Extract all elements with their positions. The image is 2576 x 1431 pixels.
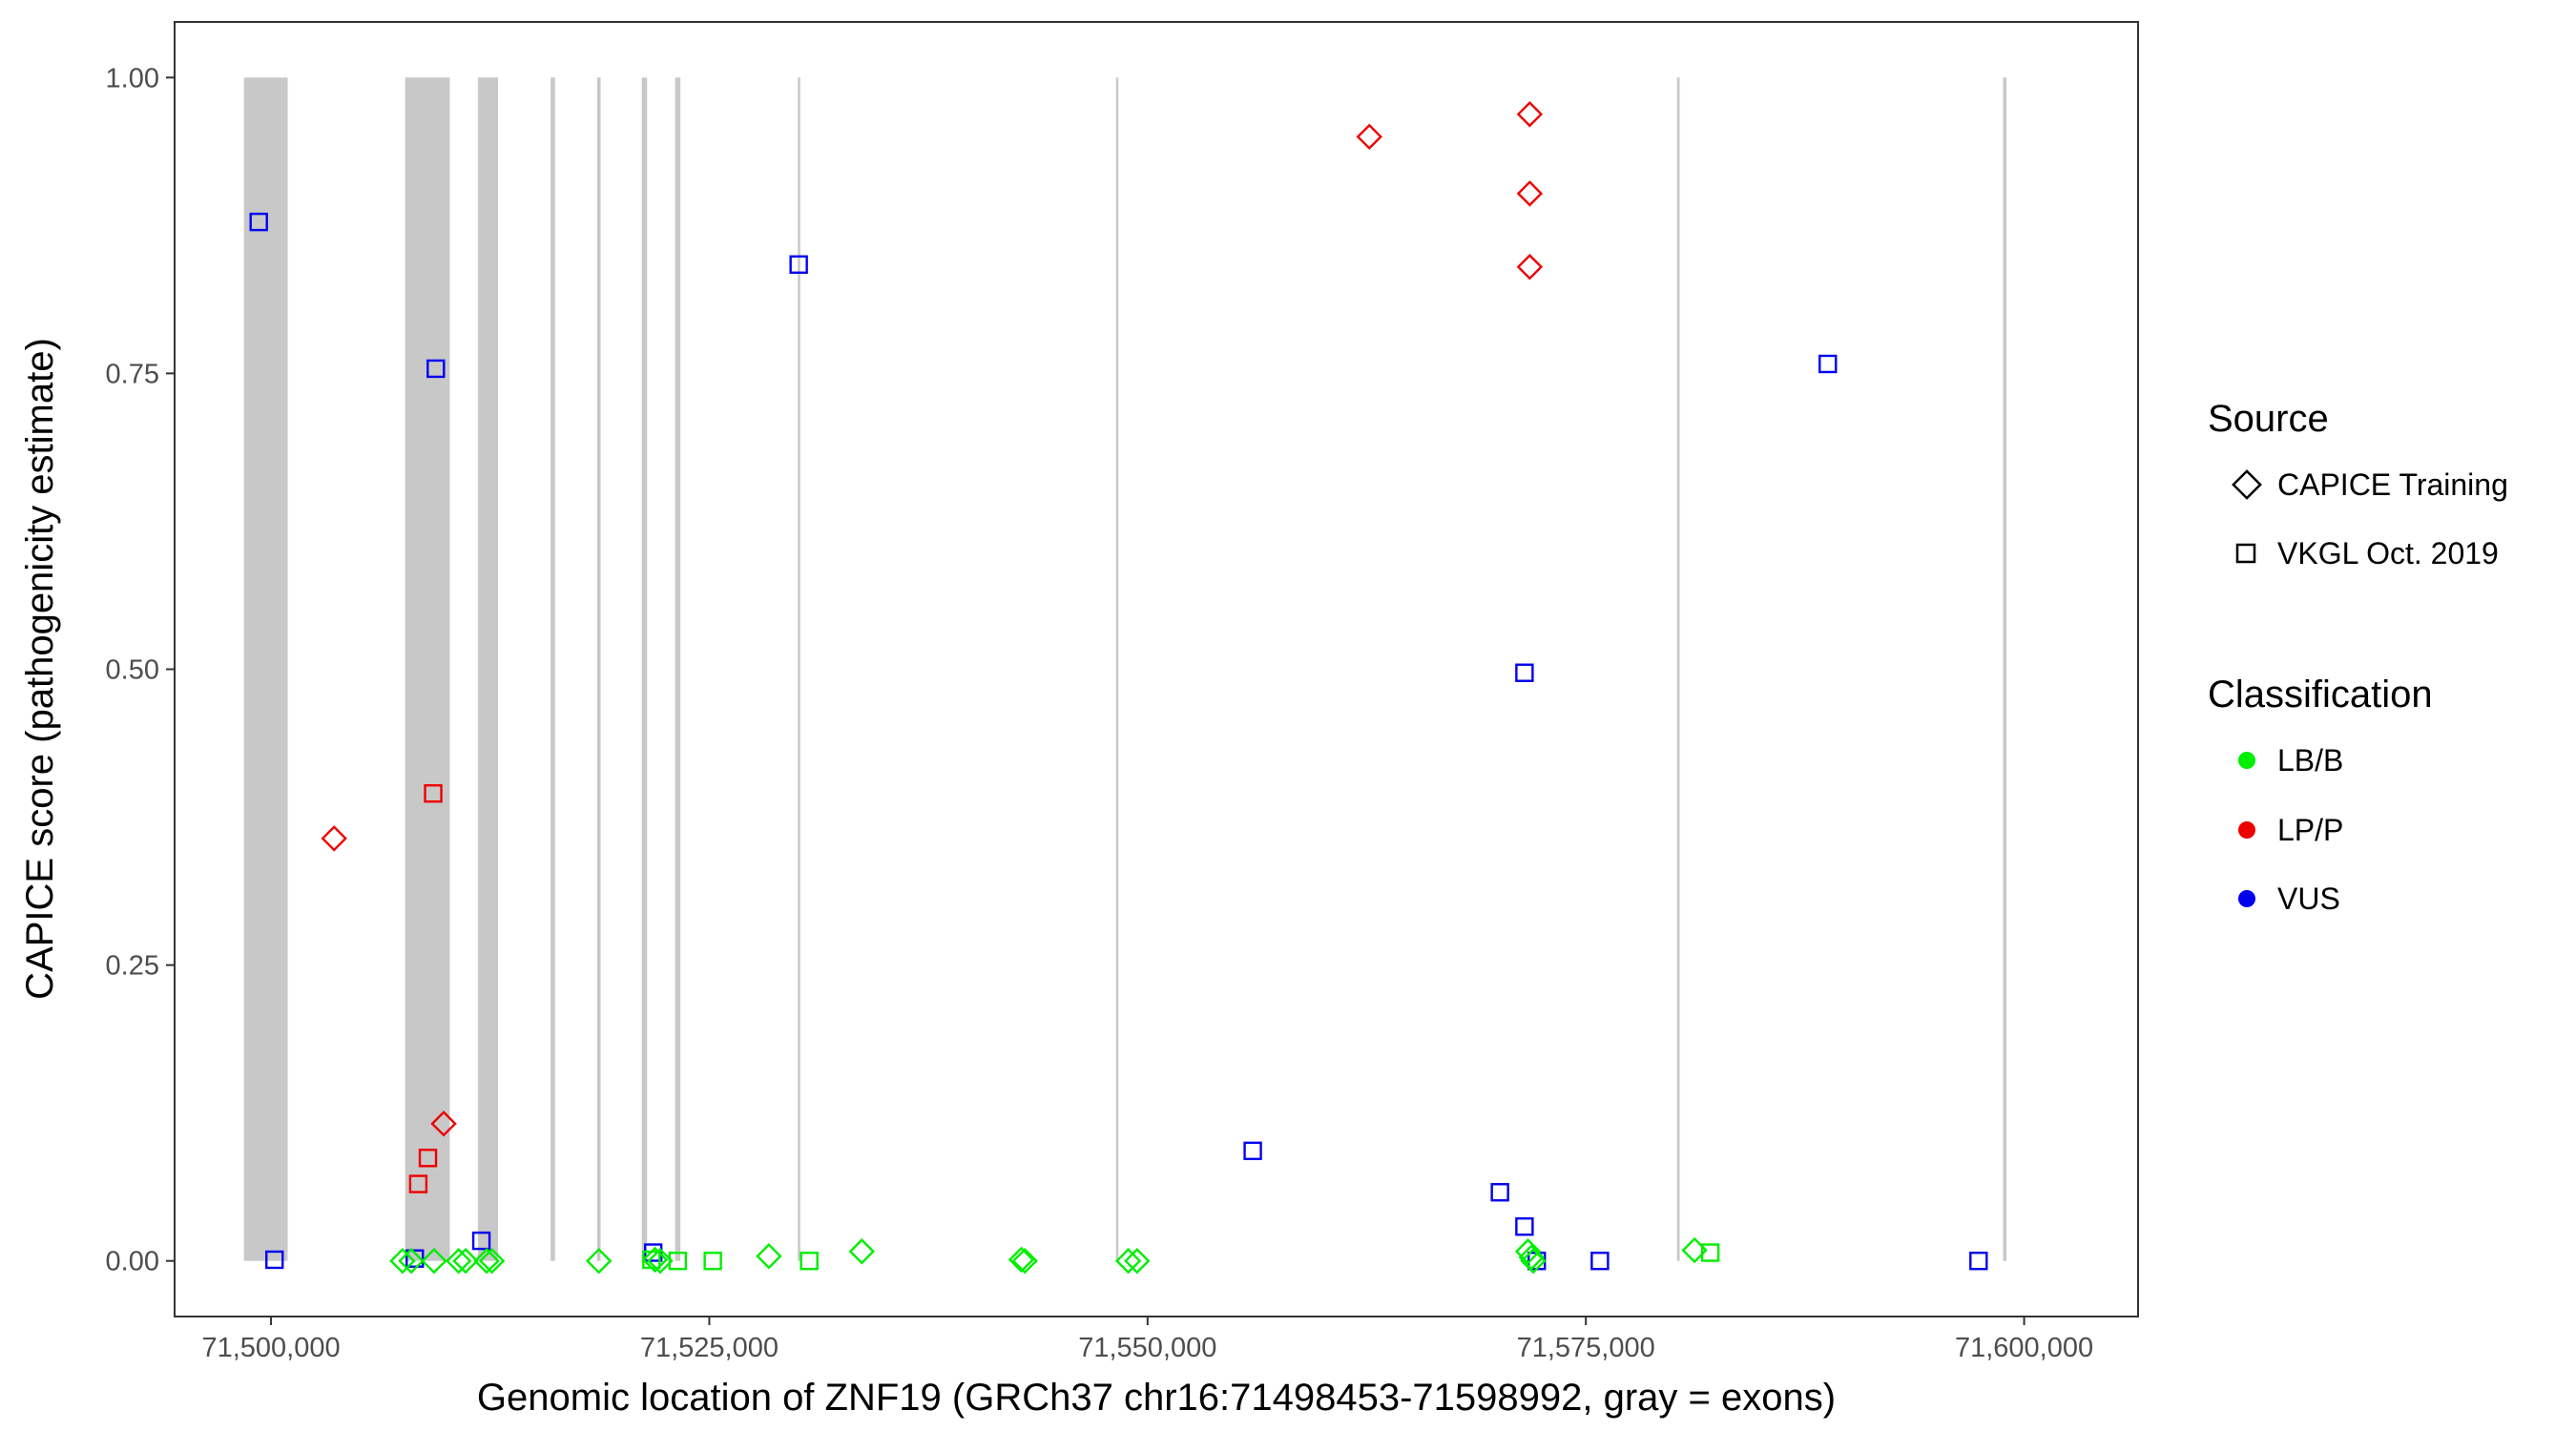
- exon-band: [1115, 77, 1119, 1261]
- exon-band: [551, 77, 555, 1261]
- y-axis-title: CAPICE score (pathogenicity estimate): [19, 338, 61, 1000]
- x-tick-label: 71,500,000: [201, 1333, 340, 1363]
- x-tick-label: 71,525,000: [640, 1333, 779, 1363]
- data-points: [249, 101, 1988, 1275]
- y-tick-label: 1.00: [106, 63, 159, 93]
- point-diamond: [1516, 101, 1544, 128]
- point-square: [265, 1250, 284, 1270]
- point-diamond: [1681, 1236, 1708, 1264]
- point-diamond: [585, 1247, 613, 1275]
- point-square: [418, 1149, 438, 1168]
- legend-key-vus: [2238, 890, 2255, 907]
- point-diamond: [1114, 1247, 1142, 1275]
- legend: Source CAPICE Training VKGL Oct. 2019 Cl…: [2208, 398, 2508, 916]
- y-tick-label: 0.75: [106, 359, 159, 389]
- point-diamond: [398, 1247, 425, 1275]
- exon-band: [477, 77, 499, 1261]
- point-diamond: [321, 825, 347, 852]
- point-square: [703, 1252, 722, 1271]
- x-tick-label: 71,550,000: [1078, 1333, 1216, 1363]
- point-diamond: [421, 1247, 447, 1275]
- point-diamond: [1356, 123, 1382, 151]
- point-diamond: [478, 1247, 506, 1275]
- legend-label-lpp: LP/P: [2277, 813, 2343, 847]
- exon-band: [405, 77, 450, 1261]
- point-square: [789, 255, 808, 274]
- point-square: [1590, 1252, 1610, 1271]
- legend-key-square: [2235, 543, 2256, 564]
- point-diamond: [430, 1110, 457, 1137]
- legend-label-capice-training: CAPICE Training: [2277, 467, 2508, 502]
- legend-label-vus: VUS: [2277, 881, 2340, 916]
- legend-title-classification: Classification: [2208, 674, 2433, 716]
- point-diamond: [848, 1238, 876, 1265]
- point-square: [1243, 1141, 1262, 1161]
- exon-band: [641, 77, 648, 1261]
- point-diamond: [1124, 1247, 1151, 1275]
- point-diamond: [1011, 1247, 1038, 1275]
- point-diamond: [1516, 180, 1544, 207]
- point-diamond: [473, 1247, 500, 1275]
- point-diamond: [1520, 1247, 1547, 1275]
- legend-key-lbb: [2238, 752, 2255, 769]
- point-diamond: [452, 1247, 479, 1275]
- point-diamond: [445, 1247, 472, 1275]
- point-square: [1818, 354, 1838, 374]
- exon-band: [798, 77, 800, 1261]
- point-square: [1969, 1252, 1988, 1271]
- legend-key-lpp: [2238, 821, 2255, 839]
- point-square: [1490, 1183, 1509, 1202]
- y-tick-label: 0.25: [106, 951, 159, 982]
- point-diamond: [1516, 254, 1544, 280]
- y-tick-label: 0.00: [106, 1247, 159, 1277]
- point-diamond: [647, 1247, 674, 1275]
- point-diamond: [389, 1247, 416, 1275]
- point-square: [1700, 1243, 1720, 1262]
- x-tick-label: 71,600,000: [1955, 1333, 2093, 1363]
- point-square: [668, 1252, 688, 1271]
- x-tick-label: 71,575,000: [1517, 1333, 1655, 1363]
- point-square: [426, 359, 446, 379]
- legend-key-diamond: [2232, 469, 2262, 500]
- point-square: [424, 784, 443, 803]
- exon-bands: [243, 77, 2007, 1261]
- point-square: [405, 1249, 425, 1268]
- plot-background: [175, 22, 2138, 1317]
- exon-band: [596, 77, 601, 1261]
- exon-band: [2003, 77, 2007, 1261]
- point-square: [408, 1174, 428, 1193]
- point-diamond: [1008, 1246, 1035, 1274]
- legend-label-lbb: LB/B: [2277, 743, 2343, 778]
- exon-band: [675, 77, 681, 1261]
- x-axis-ticks: 71,500,000 71,525,000 71,550,000 71,575,000…: [201, 1317, 2093, 1363]
- point-diamond: [1518, 1244, 1545, 1271]
- exon-band: [1676, 77, 1680, 1261]
- point-diamond: [756, 1243, 782, 1270]
- point-diamond: [1514, 1238, 1542, 1265]
- y-axis-ticks: 0.00 0.25 0.50 0.75 1.00: [106, 63, 175, 1277]
- point-square: [1515, 1217, 1534, 1236]
- x-axis-title: Genomic location of ZNF19 (GRCh37 chr16:…: [477, 1377, 1836, 1419]
- point-square: [1515, 663, 1534, 682]
- legend-title-source: Source: [2208, 398, 2329, 440]
- point-square: [249, 212, 268, 232]
- y-tick-label: 0.50: [106, 655, 159, 686]
- point-square: [800, 1252, 819, 1271]
- point-square: [471, 1231, 491, 1251]
- legend-label-vkgl: VKGL Oct. 2019: [2277, 536, 2499, 570]
- point-square: [642, 1250, 661, 1270]
- exon-band: [243, 77, 288, 1261]
